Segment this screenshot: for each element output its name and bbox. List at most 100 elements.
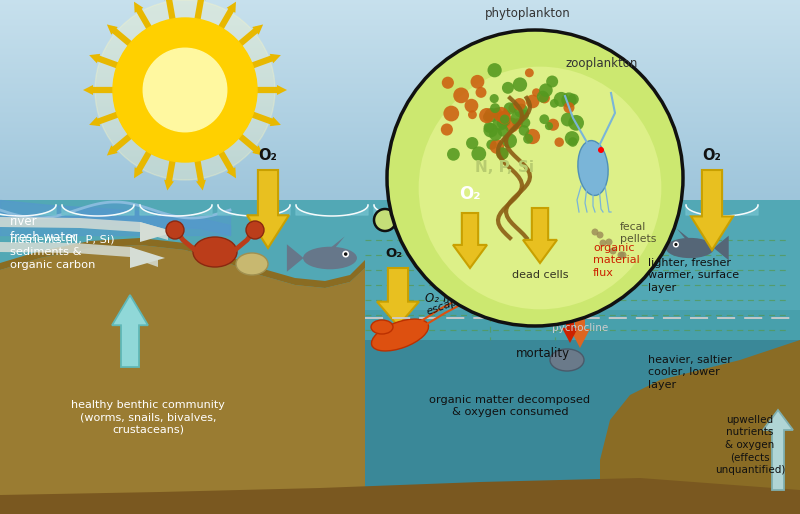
Circle shape: [498, 111, 511, 124]
Text: healthy benthic community
(worms, snails, bivalves,
crustaceans): healthy benthic community (worms, snails…: [71, 400, 225, 435]
Polygon shape: [763, 410, 793, 490]
Circle shape: [497, 117, 508, 128]
Polygon shape: [226, 167, 236, 178]
Polygon shape: [226, 2, 236, 13]
Circle shape: [465, 99, 478, 113]
Circle shape: [468, 111, 477, 119]
Polygon shape: [83, 85, 93, 95]
Text: pycnocline: pycnocline: [552, 323, 608, 333]
Circle shape: [502, 109, 510, 119]
Text: O₂: O₂: [702, 148, 722, 163]
Circle shape: [490, 94, 498, 103]
Circle shape: [550, 99, 558, 108]
Circle shape: [246, 221, 264, 239]
Circle shape: [483, 123, 498, 137]
Circle shape: [490, 139, 504, 154]
Polygon shape: [130, 247, 165, 268]
Polygon shape: [523, 208, 557, 263]
Polygon shape: [89, 117, 100, 126]
Circle shape: [443, 106, 459, 121]
Polygon shape: [287, 244, 303, 272]
Circle shape: [619, 251, 626, 259]
Circle shape: [610, 248, 617, 254]
Polygon shape: [562, 305, 578, 343]
Circle shape: [483, 122, 494, 133]
Polygon shape: [0, 245, 365, 514]
Circle shape: [502, 133, 517, 148]
Circle shape: [483, 113, 492, 122]
Text: dead cells: dead cells: [512, 270, 568, 280]
Polygon shape: [0, 330, 800, 514]
Text: river
fresh water: river fresh water: [10, 215, 78, 244]
Text: organic matter decomposed
& oxygen consumed: organic matter decomposed & oxygen consu…: [430, 395, 590, 417]
Text: escape: escape: [425, 294, 466, 317]
Polygon shape: [570, 300, 590, 348]
Text: O₂: O₂: [386, 247, 402, 260]
Circle shape: [598, 147, 604, 153]
Text: N, P, Si: N, P, Si: [475, 160, 534, 175]
Polygon shape: [677, 229, 690, 239]
Polygon shape: [691, 170, 733, 250]
Circle shape: [471, 146, 486, 161]
Circle shape: [545, 122, 553, 130]
Circle shape: [526, 95, 539, 108]
Polygon shape: [570, 238, 590, 280]
Circle shape: [498, 114, 510, 126]
Circle shape: [486, 139, 497, 150]
Circle shape: [113, 18, 257, 162]
Circle shape: [491, 107, 502, 119]
Circle shape: [618, 251, 625, 259]
Circle shape: [523, 134, 533, 144]
Circle shape: [503, 102, 516, 115]
Polygon shape: [252, 25, 263, 34]
Polygon shape: [600, 340, 800, 514]
Polygon shape: [247, 170, 289, 248]
Text: fecal
pellets: fecal pellets: [620, 222, 656, 244]
Circle shape: [554, 92, 569, 107]
Circle shape: [490, 103, 500, 113]
Polygon shape: [164, 180, 174, 191]
Polygon shape: [377, 268, 419, 326]
Circle shape: [166, 221, 184, 239]
Circle shape: [496, 148, 509, 160]
Circle shape: [510, 112, 524, 125]
Polygon shape: [0, 217, 168, 240]
Circle shape: [674, 243, 678, 246]
Circle shape: [470, 75, 484, 89]
Text: lighter, fresher
warmer, surface
layer: lighter, fresher warmer, surface layer: [648, 258, 739, 293]
Circle shape: [374, 209, 396, 231]
Circle shape: [475, 87, 486, 98]
Circle shape: [143, 48, 226, 132]
Polygon shape: [0, 478, 800, 514]
Circle shape: [447, 148, 460, 161]
Circle shape: [568, 137, 578, 147]
Polygon shape: [107, 145, 118, 156]
Circle shape: [568, 115, 584, 131]
Polygon shape: [277, 85, 287, 95]
Circle shape: [494, 107, 509, 122]
Circle shape: [493, 116, 508, 131]
Circle shape: [518, 125, 530, 136]
Circle shape: [454, 87, 469, 103]
Circle shape: [599, 240, 606, 247]
Circle shape: [441, 123, 453, 136]
Ellipse shape: [578, 140, 608, 195]
Circle shape: [508, 103, 518, 113]
Polygon shape: [107, 25, 118, 34]
Circle shape: [479, 108, 494, 123]
Circle shape: [500, 115, 510, 124]
Polygon shape: [252, 145, 263, 156]
Circle shape: [597, 231, 603, 238]
Circle shape: [563, 102, 574, 113]
Circle shape: [606, 238, 613, 246]
Polygon shape: [0, 242, 158, 267]
Circle shape: [561, 113, 574, 126]
Text: phytoplankton: phytoplankton: [485, 7, 570, 20]
Polygon shape: [112, 295, 148, 367]
Polygon shape: [0, 238, 365, 288]
Text: organic
material
flux: organic material flux: [593, 243, 640, 278]
Text: O₂: O₂: [459, 185, 481, 203]
Circle shape: [513, 78, 527, 92]
Polygon shape: [270, 54, 281, 63]
Circle shape: [466, 137, 478, 149]
